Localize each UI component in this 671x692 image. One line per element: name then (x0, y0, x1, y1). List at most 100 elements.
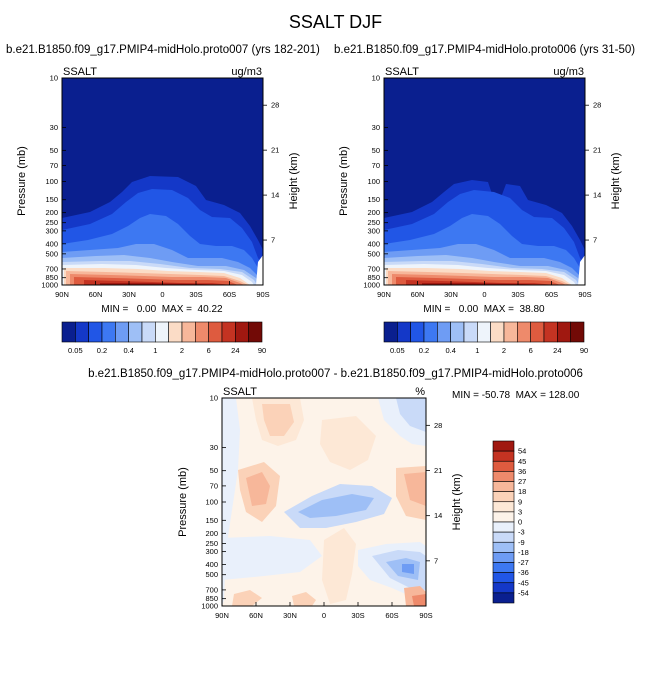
y-tick-label: 500 (367, 249, 380, 258)
colorbar-swatch (492, 501, 515, 513)
colorbar-label: 45 (518, 457, 526, 466)
colorbar-swatch (530, 321, 545, 343)
y2-tick-label: 21 (434, 466, 442, 475)
colorbar-swatch (450, 321, 465, 343)
colorbar-swatch (490, 321, 505, 343)
y2-tick-label: 21 (271, 146, 279, 155)
colorbar-label: -9 (518, 538, 525, 547)
x-tick-label: 60N (411, 290, 425, 299)
colorbar-label: 27 (518, 477, 526, 486)
colorbar-swatch (463, 321, 478, 343)
colorbar-swatch (383, 321, 398, 343)
colorbar-label: 6 (529, 346, 533, 355)
colorbar-swatch (492, 460, 515, 472)
panel1-contours (62, 78, 263, 285)
y-tick-label: 850 (367, 273, 380, 282)
colorbar-swatch (155, 321, 169, 343)
colorbar-swatch (570, 321, 585, 343)
colorbar-label: 90 (580, 346, 588, 355)
y-tick-label: 30 (210, 443, 218, 452)
colorbar-label: 24 (553, 346, 561, 355)
panel3-units: % (415, 386, 425, 398)
panel1-colorbar: 0.05 0.2 0.4 1 2 6 24 90 (61, 321, 266, 355)
y-tick-label: 70 (50, 161, 58, 170)
colorbar-swatch (557, 321, 571, 343)
y-tick-label: 700 (45, 264, 58, 273)
colorbar-label: 1 (475, 346, 479, 355)
x-tick-label: 30N (283, 611, 297, 620)
y2-tick-label: 14 (434, 511, 442, 520)
y-tick-label: 250 (45, 218, 58, 227)
y-tick-label: 850 (45, 273, 58, 282)
y-tick-label: 10 (372, 74, 380, 83)
colorbar-swatch (88, 321, 103, 343)
x-tick-label: 90S (419, 611, 432, 620)
panel3-ylabel-right: Height (km) (451, 474, 463, 531)
colorbar-swatch (423, 321, 438, 343)
x-tick-label: 60S (223, 290, 236, 299)
colorbar-swatch (168, 321, 183, 343)
y2-tick-label: 7 (271, 236, 275, 245)
colorbar-swatch (492, 450, 515, 462)
y-tick-label: 200 (205, 529, 218, 538)
y-tick-label: 1000 (41, 281, 58, 290)
colorbar-label: 0 (518, 518, 522, 527)
panel1-var-label: SSALT (63, 66, 97, 78)
panel3-contours (222, 398, 426, 606)
panel1-ylabel-right: Height (km) (288, 153, 300, 210)
colorbar-swatch (492, 582, 515, 594)
colorbar-swatch (410, 321, 425, 343)
colorbar-swatch (61, 321, 76, 343)
panel2-title: b.e21.B1850.f09_g17.PMIP4-midHolo.proto0… (334, 44, 636, 56)
y-tick-label: 300 (205, 547, 218, 556)
panel1-axes: 90N 60N 30N 0 30S 60S 90S 10 30 50 70 100 150 2002503… (41, 74, 279, 300)
y-tick-label: 50 (372, 146, 380, 155)
colorbar-swatch (221, 321, 236, 343)
colorbar-label: 18 (518, 487, 526, 496)
colorbar-swatch (492, 541, 515, 553)
y-tick-label: 150 (205, 516, 218, 525)
y-tick-label: 1000 (363, 281, 380, 290)
colorbar-label: -36 (518, 568, 529, 577)
colorbar-swatch (492, 491, 515, 503)
colorbar-swatch (195, 321, 209, 343)
colorbar-swatch (141, 321, 156, 343)
colorbar-label: 2 (180, 346, 184, 355)
colorbar-swatch (492, 440, 515, 452)
colorbar-label: -27 (518, 558, 529, 567)
x-tick-label: 0 (322, 611, 326, 620)
colorbar-label: 24 (231, 346, 239, 355)
colorbar-swatch (248, 321, 263, 343)
colorbar-label: 0.4 (445, 346, 455, 355)
y-tick-label: 200 (367, 208, 380, 217)
y-tick-label: 200 (45, 208, 58, 217)
y-tick-label: 50 (50, 146, 58, 155)
x-tick-label: 60N (249, 611, 263, 620)
y-tick-label: 400 (367, 239, 380, 248)
x-tick-label: 0 (160, 290, 164, 299)
x-tick-label: 60S (545, 290, 558, 299)
colorbar-label: 0.05 (390, 346, 405, 355)
colorbar-swatch (397, 321, 411, 343)
panel1-title: b.e21.B1850.f09_g17.PMIP4-midHolo.proto0… (6, 44, 320, 56)
colorbar-swatch (208, 321, 223, 343)
colorbar-label: -45 (518, 578, 529, 587)
y-tick-label: 150 (45, 195, 58, 204)
panel3-var-label: SSALT (223, 386, 257, 398)
panel3-axes: 90N 60N 30N 0 30S 60S 90S 10 30 50 70 100 150 2002503… (201, 394, 442, 621)
y2-tick-label: 14 (593, 191, 601, 200)
colorbar-swatch (75, 321, 89, 343)
x-tick-label: 90N (215, 611, 229, 620)
colorbar-label: -18 (518, 548, 529, 557)
panel1-minmax: MIN = 0.00 MAX = 40.22 (101, 304, 223, 315)
y-tick-label: 100 (367, 177, 380, 186)
y-tick-label: 1000 (201, 602, 218, 611)
y2-tick-label: 7 (593, 236, 597, 245)
y-tick-label: 100 (45, 177, 58, 186)
colorbar-label: 3 (518, 507, 522, 516)
colorbar-label: 1 (153, 346, 157, 355)
y-tick-label: 850 (205, 594, 218, 603)
y2-tick-label: 28 (593, 101, 601, 110)
colorbar-label: 36 (518, 467, 526, 476)
